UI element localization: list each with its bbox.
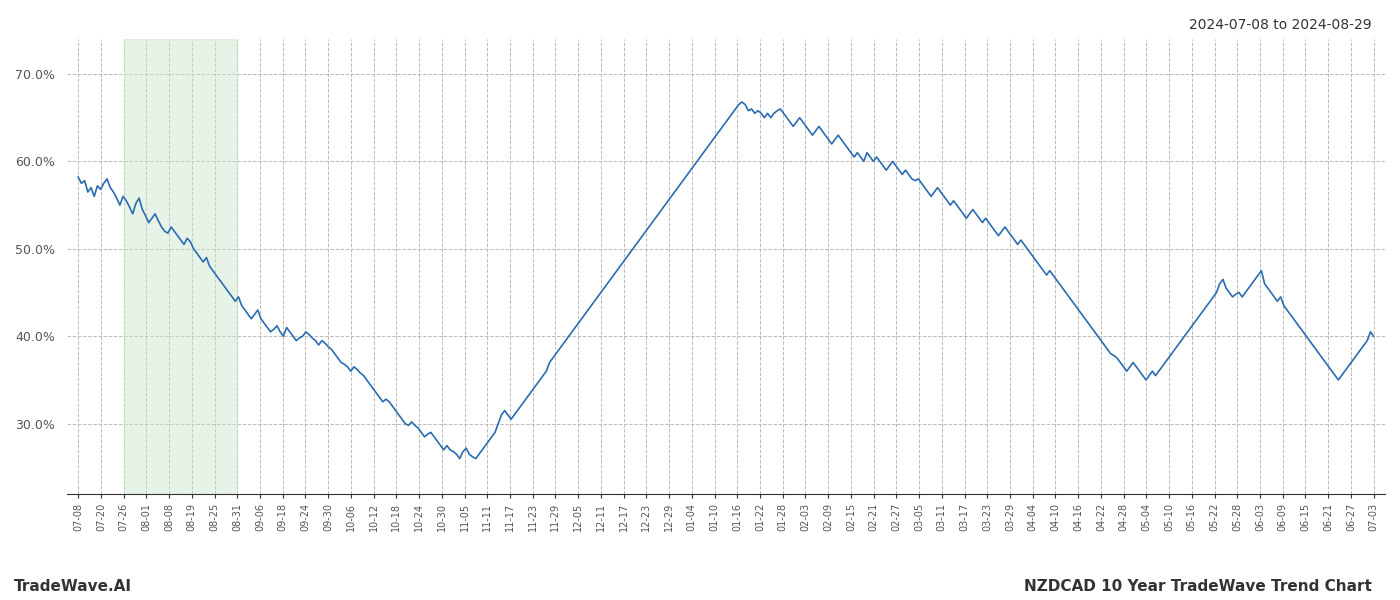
Text: 2024-07-08 to 2024-08-29: 2024-07-08 to 2024-08-29 [1190, 18, 1372, 32]
Bar [123, 39, 237, 494]
Text: TradeWave.AI: TradeWave.AI [14, 579, 132, 594]
Text: NZDCAD 10 Year TradeWave Trend Chart: NZDCAD 10 Year TradeWave Trend Chart [1025, 579, 1372, 594]
